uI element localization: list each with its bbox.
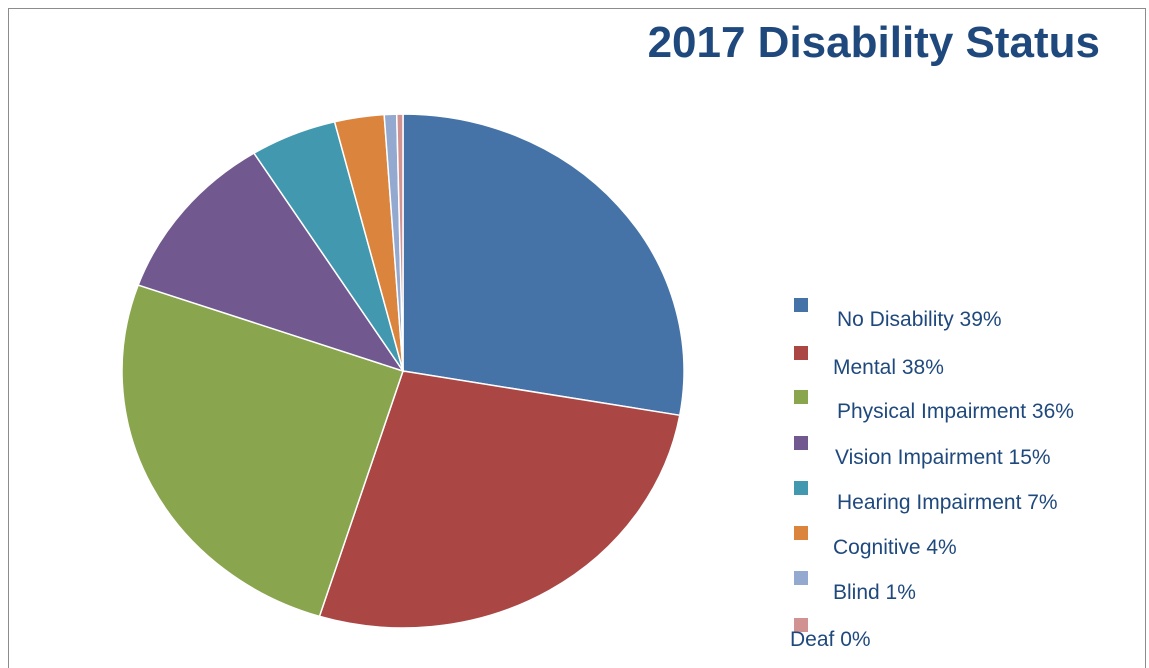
pie-slice-7 — [395, 113, 404, 372]
legend-label: Deaf 0% — [790, 628, 871, 651]
pie-slice-1 — [318, 370, 681, 629]
legend-swatch — [794, 481, 808, 495]
legend-item: Mental 38% — [790, 346, 1149, 379]
chart-title: 2017 Disability Status — [647, 18, 1100, 67]
legend-swatch — [794, 298, 808, 312]
legend-label: Hearing Impairment 7% — [837, 491, 1058, 514]
legend-label: Blind 1% — [833, 581, 916, 604]
legend-swatch — [794, 526, 808, 540]
pie-chart — [121, 113, 685, 629]
legend-item: Physical Impairment 36% — [790, 390, 1149, 423]
legend-swatch — [794, 390, 808, 404]
legend-label: Cognitive 4% — [833, 536, 957, 559]
legend-item: Cognitive 4% — [790, 526, 1149, 559]
legend-label: Physical Impairment 36% — [837, 400, 1074, 423]
legend-swatch — [794, 571, 808, 585]
pie-slice-2 — [121, 284, 404, 618]
legend-item: Vision Impairment 15% — [790, 436, 1149, 469]
legend-item: Deaf 0% — [790, 618, 1149, 651]
legend-label: Vision Impairment 15% — [835, 446, 1051, 469]
legend-swatch — [794, 346, 808, 360]
chart-frame — [8, 8, 1146, 668]
legend-label: No Disability 39% — [837, 308, 1002, 331]
legend-swatch — [794, 436, 808, 450]
pie-slice-0 — [402, 113, 685, 417]
legend-item: Blind 1% — [790, 571, 1149, 604]
pie-slice-3 — [137, 152, 405, 373]
legend-swatch — [794, 618, 808, 632]
legend-label: Mental 38% — [833, 356, 944, 379]
legend-item: Hearing Impairment 7% — [790, 481, 1149, 514]
legend-item: No Disability 39% — [790, 298, 1149, 331]
